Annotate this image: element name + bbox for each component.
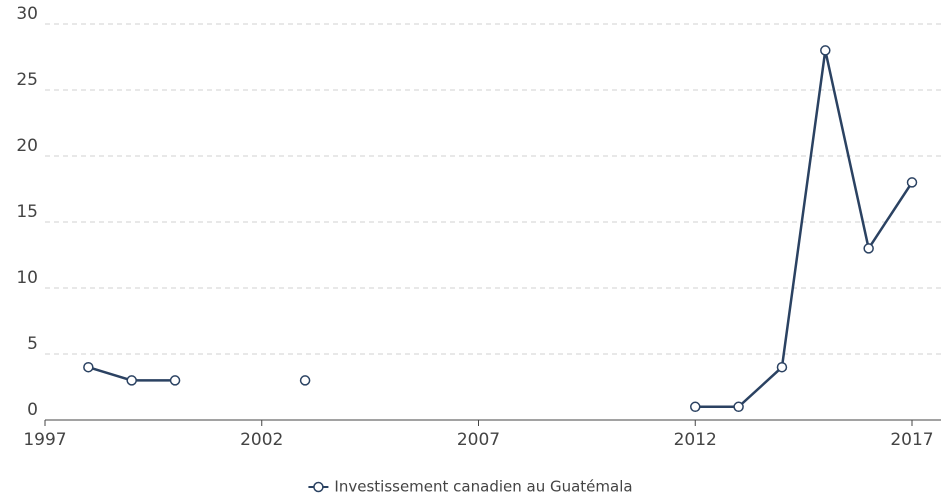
- y-tick-label: 30: [16, 4, 38, 24]
- point: [906, 177, 918, 188]
- point: [169, 375, 181, 386]
- point: [126, 375, 137, 386]
- y-tick-label: 25: [16, 70, 38, 90]
- legend-marker: [313, 481, 324, 493]
- point: [776, 361, 788, 373]
- point: [690, 401, 701, 413]
- point: [820, 45, 831, 56]
- x-tick-label: 1997: [23, 430, 66, 450]
- y-tick-label: 10: [16, 268, 38, 288]
- series-line: [695, 50, 914, 409]
- legend-label: Investissement canadien au Guatémala: [334, 478, 632, 496]
- x-tick-label: 2017: [890, 430, 933, 450]
- x-tick-label: 2002: [240, 430, 283, 450]
- y-tick-label: 20: [16, 136, 38, 156]
- y-tick-label: 15: [16, 202, 38, 222]
- point: [733, 401, 744, 413]
- point: [863, 243, 874, 254]
- x-tick-label: 2007: [457, 430, 500, 450]
- point: [299, 375, 311, 386]
- x-tick-label: 2012: [674, 430, 717, 450]
- y-tick-label: 5: [27, 334, 38, 354]
- y-tick-label: 0: [27, 400, 38, 420]
- point: [83, 361, 94, 373]
